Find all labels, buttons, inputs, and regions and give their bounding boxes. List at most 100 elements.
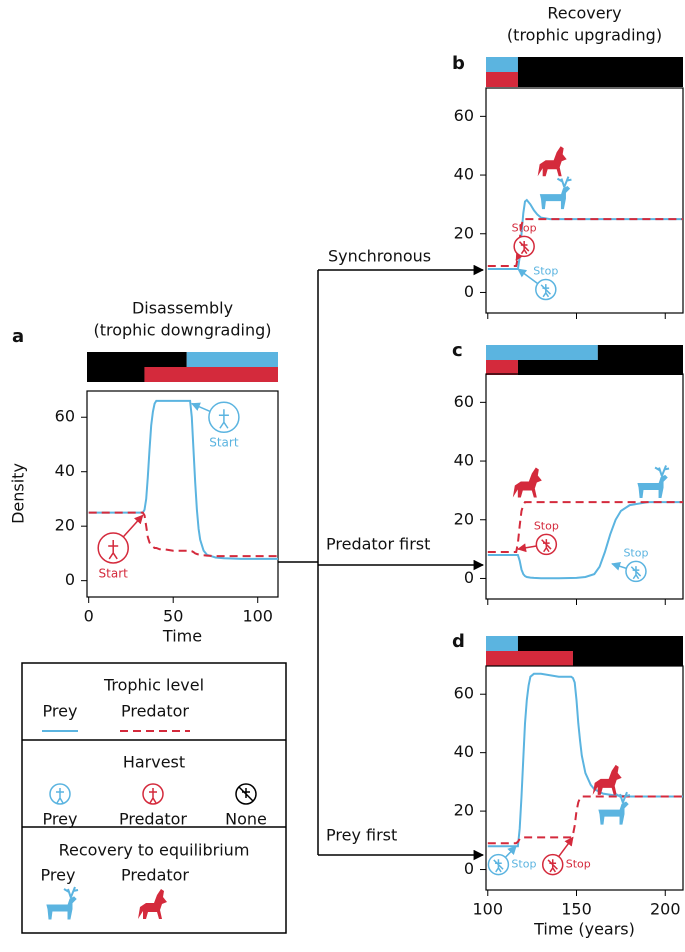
y-tick-label: 0 [464, 282, 474, 301]
annotation-label: Start [99, 566, 129, 580]
flow-label: Prey first [326, 826, 397, 845]
legend-label: None [225, 810, 267, 829]
harvest-bar [517, 57, 683, 72]
hunter-glyph [218, 409, 229, 429]
harvest-bar [597, 345, 683, 360]
plot-frame [485, 87, 684, 314]
x-tick-label: 100 [473, 900, 504, 919]
harvest-bar [517, 72, 683, 87]
x-tick-label: 150 [561, 900, 592, 919]
elk-icon [46, 886, 79, 920]
x-axis-label: Time (years) [533, 920, 635, 939]
annotation-arrow [517, 268, 539, 285]
elk-icon [637, 464, 671, 499]
x-axis-label: Time [162, 627, 202, 646]
y-tick-label: 20 [454, 801, 474, 820]
harvest-bar [486, 72, 518, 87]
flow-label: Synchronous [328, 247, 431, 266]
panel-title: Disassembly [132, 299, 233, 318]
harvest-bar [572, 651, 683, 666]
annotation-arrow [611, 561, 627, 571]
annotation-label: Stop [511, 858, 536, 871]
y-tick-label: 40 [454, 451, 474, 470]
y-axis-label: Density [9, 463, 28, 524]
legend-heading: Recovery to equilibrium [59, 841, 250, 860]
plot-frame [485, 373, 684, 600]
series-line [487, 501, 683, 580]
legend-label: Predator [121, 866, 189, 885]
annotation-arrow [504, 845, 517, 858]
annotation-label: Stop [534, 519, 559, 532]
legend-label: Predator [119, 810, 187, 829]
annotation-label: Stop [512, 221, 537, 234]
hunter-glyph [540, 284, 552, 298]
legend-label: Prey [43, 702, 78, 721]
legend-label: Prey [43, 810, 78, 829]
y-tick-label: 40 [454, 165, 474, 184]
hunter-glyph [541, 539, 552, 553]
y-tick-label: 60 [454, 684, 474, 703]
hunter-glyph [630, 566, 642, 580]
x-tick-label: 100 [242, 607, 273, 626]
y-tick-label: 0 [464, 859, 474, 878]
harvest-bar [486, 636, 518, 651]
hunter-glyph [547, 859, 558, 873]
y-tick-label: 60 [454, 106, 474, 125]
harvest-bar [486, 651, 573, 666]
legend-heading: Harvest [123, 753, 185, 772]
annotation-label: Stop [533, 265, 558, 278]
x-tick-label: 200 [650, 900, 681, 919]
y-tick-label: 20 [454, 509, 474, 528]
annotation-label: Stop [623, 546, 648, 559]
elk-icon [539, 175, 573, 210]
annotation-arrow [190, 402, 211, 413]
annotation-arrow [517, 543, 537, 553]
series-line [88, 511, 278, 558]
annotation-label: Stop [566, 858, 591, 871]
wolf-icon [138, 889, 167, 919]
y-tick-label: 20 [454, 223, 474, 242]
plot-frame [86, 390, 279, 598]
flow-connector [278, 264, 485, 861]
series-line [487, 672, 683, 848]
panel-title: Recovery [547, 4, 621, 23]
panel-title: (trophic downgrading) [93, 321, 271, 340]
harvest-bar [87, 367, 145, 382]
harvest-bar [87, 352, 187, 367]
harvest-bar [517, 360, 683, 375]
legend-heading: Trophic level [103, 676, 204, 695]
harvest-bar [186, 352, 278, 367]
panel-title: (trophic upgrading) [507, 26, 662, 45]
hunter-glyph [108, 539, 119, 560]
harvest-bar [486, 360, 518, 375]
panel-letter: b [452, 53, 465, 74]
annotation-arrow [122, 514, 144, 538]
x-tick-label: 50 [163, 607, 183, 626]
legend-label: Prey [41, 866, 76, 885]
panel-letter: c [452, 340, 463, 361]
hunter-glyph [493, 859, 504, 873]
panel-letter: d [452, 631, 465, 652]
annotation-arrow [558, 836, 574, 858]
harvest-bar [486, 57, 518, 72]
wolf-icon [512, 467, 542, 498]
series-line [487, 501, 683, 553]
y-tick-label: 40 [55, 461, 75, 480]
y-tick-label: 0 [65, 570, 75, 589]
y-tick-label: 60 [454, 392, 474, 411]
y-tick-label: 20 [55, 516, 75, 535]
legend-icon [49, 783, 257, 805]
series-line [88, 399, 278, 560]
series-line [487, 218, 683, 267]
panel-letter: a [12, 326, 24, 347]
wolf-icon [537, 146, 567, 177]
x-tick-label: 0 [84, 607, 94, 626]
harvest-bar [486, 345, 598, 360]
annotation-arrow [515, 250, 525, 261]
hunter-glyph [518, 241, 530, 255]
y-tick-label: 0 [464, 568, 474, 587]
series-line [487, 795, 683, 845]
flow-label: Predator first [326, 535, 430, 554]
y-tick-label: 60 [55, 407, 75, 426]
